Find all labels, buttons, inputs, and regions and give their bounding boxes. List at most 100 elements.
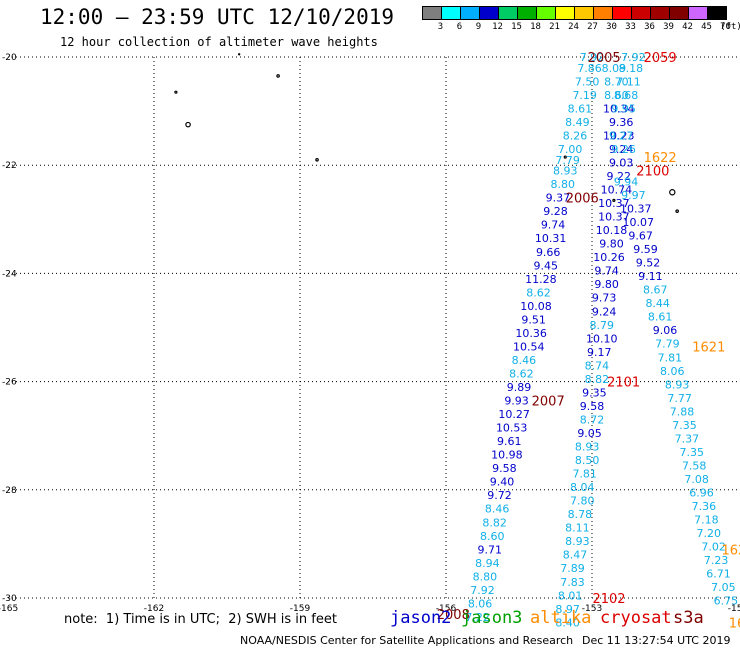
legend-label: 36 [644, 22, 655, 32]
pass-time-label: 2006 [566, 192, 599, 207]
wave-height-value: 10.37 [620, 202, 652, 215]
lat-tick-label: -26 [2, 378, 17, 388]
wave-height-value: 9.93 [504, 395, 529, 408]
wave-height-value: 8.46 [485, 503, 510, 516]
wave-height-value: 8.78 [568, 508, 593, 521]
wave-height-value: 7.86 [577, 62, 602, 75]
wave-height-value: 7.36 [692, 500, 717, 513]
wave-height-value: 10.98 [491, 449, 523, 462]
wave-height-value: 8.80 [473, 570, 498, 583]
wave-height-value: 8.46 [512, 354, 537, 367]
pass-time-label: 2005 [588, 51, 621, 66]
legend-label: 18 [530, 22, 541, 32]
wave-height-value: 8.60 [604, 89, 629, 102]
wave-height-value: 9.26 [611, 143, 636, 156]
wave-height-value: 9.40 [490, 476, 515, 489]
wave-height-value: 9.35 [582, 386, 607, 399]
lon-tick-label: -153 [582, 604, 602, 614]
island-outline [669, 189, 676, 196]
wave-height-value: 8.49 [565, 116, 590, 129]
satellite-name-jason2: jason2 [390, 608, 452, 628]
wave-height-value: 8.68 [614, 89, 639, 102]
pass-time-label: 1621 [692, 340, 725, 355]
wave-height-value: 10.08 [520, 300, 552, 313]
pass-time-label: 1622 [644, 151, 677, 166]
legend-label: 21 [549, 22, 560, 32]
wave-height-value: 8.50 [575, 454, 600, 467]
wave-height-value: 8.93 [575, 441, 600, 454]
wave-height-value: 7.92 [580, 51, 605, 64]
lon-tick-label: -156 [436, 604, 457, 614]
lon-tick-label: -162 [144, 604, 164, 614]
wave-height-value: 7.50 [575, 75, 600, 88]
wave-height-value: 9.72 [487, 489, 512, 502]
lat-tick-label: -28 [2, 486, 17, 496]
wave-height-value: 8.62 [509, 367, 534, 380]
wave-height-value: 8.18 [619, 62, 644, 75]
wave-height-value: 9.80 [599, 238, 624, 251]
wave-height-value: 10.10 [586, 332, 618, 345]
wave-height-value: 9.11 [638, 270, 663, 283]
legend-label: 9 [475, 22, 482, 32]
legend-label: 45 [701, 22, 712, 32]
wave-height-value: 10.27 [498, 408, 530, 421]
legend-label: 12 [492, 22, 503, 32]
wave-height-value: 7.08 [684, 473, 709, 486]
wave-height-value: 9.22 [607, 170, 632, 183]
wave-height-value: 10.23 [603, 129, 635, 142]
legend-label: 39 [663, 22, 674, 32]
wave-height-value: 6.96 [689, 487, 714, 500]
wave-height-value: 7.83 [560, 576, 585, 589]
wave-height-value: 9.74 [594, 265, 619, 278]
wave-height-value: 7.19 [572, 89, 597, 102]
wave-height-value: 8.04 [570, 481, 595, 494]
lat-tick-label: -22 [2, 161, 17, 171]
wave-height-value: 8.74 [585, 359, 610, 372]
wave-height-value: 10.37 [598, 211, 630, 224]
wave-height-value: 8.80 [551, 178, 576, 191]
satellite-name-jason3: jason3 [461, 608, 523, 628]
wave-height-value: 7.92 [621, 51, 646, 64]
wave-height-value: 7.79 [555, 154, 580, 167]
wave-height-value: 7.89 [560, 562, 585, 575]
wave-height-value: 7.81 [572, 468, 597, 481]
page-subtitle: 12 hour collection of altimeter wave hei… [60, 35, 378, 49]
wave-height-value: 8.72 [580, 413, 605, 426]
wave-height-value: 7.23 [704, 554, 729, 567]
wave-height-value: 7.77 [667, 392, 692, 405]
wave-height-value: 7.35 [672, 419, 697, 432]
legend-label: 27 [587, 22, 598, 32]
wave-height-value: 8.93 [553, 165, 578, 178]
credit-text: NOAA/NESDIS Center for Satellite Applica… [240, 634, 574, 647]
wave-height-value: 8.61 [648, 311, 673, 324]
wave-height-value: 8.67 [643, 284, 668, 297]
legend-unit: (ft) [720, 22, 740, 32]
wave-height-value: 10.18 [596, 224, 628, 237]
wave-height-value: 9.51 [521, 313, 546, 326]
wave-height-value: 7.79 [655, 338, 680, 351]
lat-tick-label: -24 [2, 269, 17, 279]
legend-label: 6 [456, 22, 463, 32]
wave-height-value: 10.74 [601, 184, 633, 197]
footer-note: note: 1) Time is in UTC; 2) SWH is in fe… [64, 612, 337, 627]
wave-height-value: 7.11 [616, 75, 641, 88]
wave-height-value: 9.66 [536, 246, 561, 259]
legend-label: 24 [568, 22, 579, 32]
wave-height-value: 9.89 [507, 381, 532, 394]
pass-time-label: 2102 [592, 592, 625, 607]
wave-height-value: 6.75 [714, 595, 739, 608]
wave-height-value: 7.18 [694, 514, 719, 527]
pass-time-label: 2059 [644, 51, 677, 66]
wave-height-value: 7.00 [558, 143, 583, 156]
wave-height-value: 7.92 [470, 584, 495, 597]
wave-height-value: 9.74 [541, 219, 566, 232]
pass-time-label: 2101 [607, 376, 640, 391]
wave-height-value: 9.03 [609, 156, 634, 169]
wave-height-value: 9.17 [587, 346, 612, 359]
wave-height-value: 9.61 [497, 435, 522, 448]
wave-height-value: 10.31 [535, 232, 567, 245]
wave-height-value: 7.05 [711, 581, 736, 594]
island-outline [612, 198, 616, 202]
wave-height-value: 8.09 [602, 62, 627, 75]
